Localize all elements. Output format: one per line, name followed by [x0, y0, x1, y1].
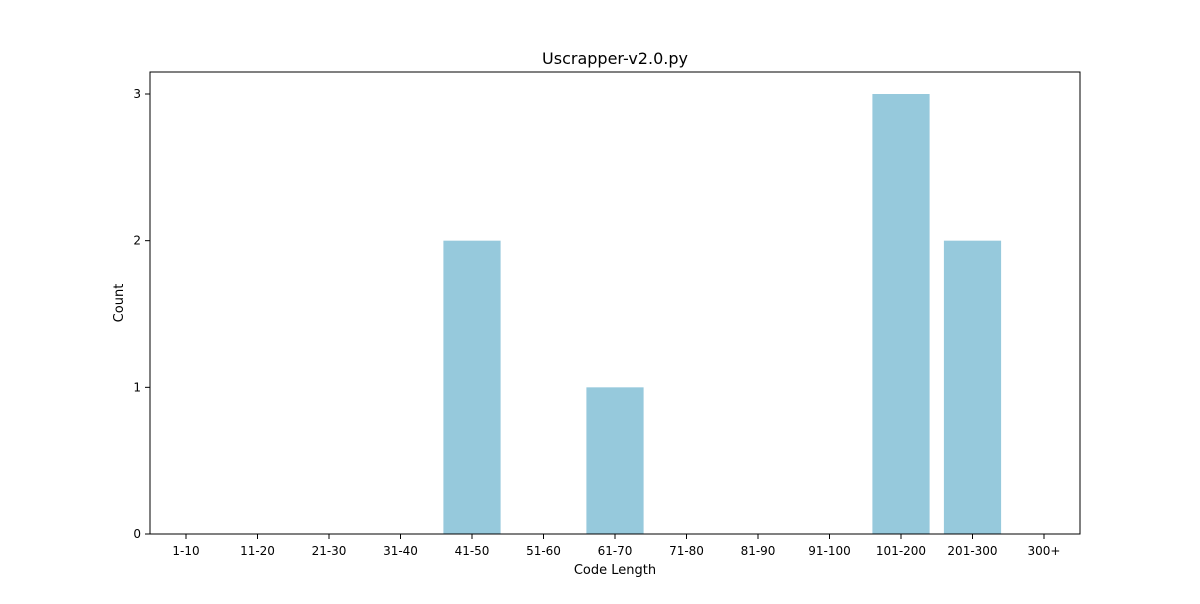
x-tick-label: 11-20 — [240, 544, 275, 558]
y-tick-label: 3 — [133, 87, 141, 101]
x-tick-label: 101-200 — [876, 544, 926, 558]
x-tick-label: 41-50 — [455, 544, 490, 558]
y-tick-label: 0 — [133, 527, 141, 541]
x-tick-label: 51-60 — [526, 544, 561, 558]
bar-201-300 — [943, 240, 1002, 534]
x-tick-label: 61-70 — [598, 544, 633, 558]
x-axis-ticks: 1-10 11-20 21-30 31-40 41-50 51-60 61-70 71-80 8… — [172, 534, 1060, 558]
x-tick-label: 21-30 — [312, 544, 347, 558]
x-tick-label: 31-40 — [383, 544, 418, 558]
x-tick-label: 81-90 — [741, 544, 776, 558]
y-axis-label: Count — [112, 284, 127, 323]
bar-41-50 — [443, 240, 501, 534]
y-tick-label: 1 — [133, 380, 141, 394]
bar-101-200 — [872, 94, 930, 534]
x-tick-label: 1-10 — [172, 544, 199, 558]
x-tick-label: 300+ — [1028, 544, 1061, 558]
bar-61-70 — [586, 387, 644, 534]
y-tick-label: 2 — [133, 234, 141, 248]
x-tick-label: 71-80 — [669, 544, 704, 558]
bars-layer — [443, 94, 1002, 534]
x-tick-label: 91-100 — [808, 544, 851, 558]
x-tick-label: 201-300 — [947, 544, 997, 558]
chart-title: Uscrapper-v2.0.py — [542, 49, 688, 68]
x-axis-label: Code Length — [574, 563, 656, 578]
y-axis-ticks: 0 1 2 3 — [133, 87, 150, 541]
